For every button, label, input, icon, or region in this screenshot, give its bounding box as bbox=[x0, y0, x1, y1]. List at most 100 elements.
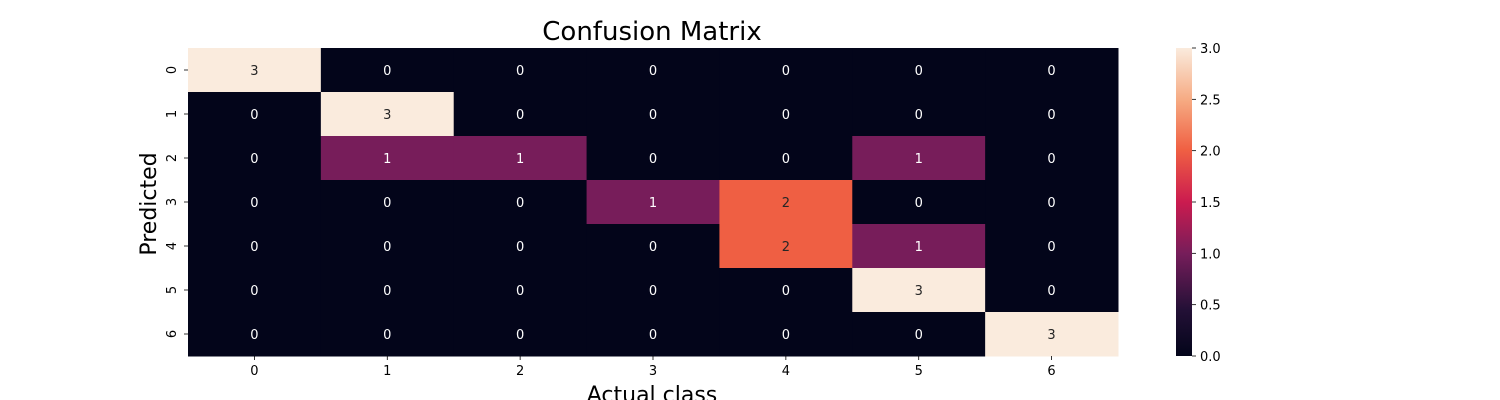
cell-value-label: 1 bbox=[649, 196, 657, 211]
chart-title: Confusion Matrix bbox=[542, 17, 761, 47]
heatmap-cell bbox=[188, 268, 322, 313]
colorbar-tick-label: 0.0 bbox=[1200, 350, 1221, 365]
cell-value-label: 0 bbox=[649, 284, 657, 299]
cell-value-label: 0 bbox=[915, 196, 923, 211]
cell-value-label: 0 bbox=[516, 240, 524, 255]
heatmap-cell bbox=[719, 136, 853, 181]
heatmap-cell bbox=[586, 92, 720, 137]
cell-value-label: 3 bbox=[383, 108, 391, 123]
heatmap-cell bbox=[852, 180, 986, 225]
x-tick-label: 6 bbox=[1047, 364, 1055, 379]
colorbar-gradient bbox=[1176, 48, 1192, 356]
colorbar-tick-label: 0.5 bbox=[1200, 299, 1221, 314]
x-tick-label: 0 bbox=[250, 364, 258, 379]
heatmap-cell bbox=[719, 224, 853, 269]
colorbar-tick-label: 2.5 bbox=[1200, 93, 1221, 108]
colorbar-tick-label: 3.0 bbox=[1200, 42, 1221, 57]
heatmap-cell bbox=[985, 48, 1119, 93]
heatmap-cell bbox=[188, 224, 322, 269]
heatmap-cell bbox=[188, 92, 322, 137]
heatmap-cell bbox=[453, 48, 588, 93]
cell-value-label: 0 bbox=[915, 64, 923, 79]
cell-value-label: 3 bbox=[1047, 328, 1055, 343]
y-tick-label: 0 bbox=[165, 66, 180, 74]
heatmap-cell bbox=[586, 224, 720, 269]
x-tick-label: 1 bbox=[383, 364, 391, 379]
cell-value-label: 0 bbox=[383, 284, 391, 299]
heatmap-cell bbox=[320, 312, 455, 357]
cell-value-label: 1 bbox=[516, 152, 524, 167]
y-axis-ticks: 0 1 2 3 4 5 6 bbox=[165, 66, 188, 338]
cell-value-label: 0 bbox=[516, 196, 524, 211]
cell-value-label: 0 bbox=[383, 196, 391, 211]
y-tick-label: 4 bbox=[165, 242, 180, 250]
cell-value-label: 0 bbox=[782, 108, 790, 123]
heatmap-cell bbox=[586, 268, 720, 313]
cell-value-label: 0 bbox=[250, 196, 258, 211]
y-tick-label: 3 bbox=[165, 198, 180, 206]
heatmap-cells: 3 0 0 0 0 0 0 0 3 0 0 0 0 0 0 1 1 0 0 1 0 0 0 0 1 2 0 0 0 0 0 0 2 1 0 0 0 0 0 0… bbox=[188, 48, 1119, 357]
y-tick-label: 5 bbox=[165, 286, 180, 294]
colorbar-tick-label: 1.0 bbox=[1200, 247, 1221, 262]
heatmap-cell bbox=[453, 136, 588, 181]
heatmap-cell bbox=[320, 268, 455, 313]
cell-value-label: 0 bbox=[915, 328, 923, 343]
x-tick-label: 5 bbox=[915, 364, 923, 379]
heatmap-cell bbox=[852, 136, 986, 181]
cell-value-label: 0 bbox=[250, 240, 258, 255]
heatmap-cell bbox=[320, 136, 455, 181]
heatmap-cell bbox=[188, 48, 322, 93]
cell-value-label: 0 bbox=[1047, 152, 1055, 167]
heatmap-cell bbox=[586, 48, 720, 93]
cell-value-label: 0 bbox=[915, 108, 923, 123]
heatmap-cell bbox=[719, 92, 853, 137]
cell-value-label: 0 bbox=[516, 328, 524, 343]
heatmap-cell bbox=[852, 224, 986, 269]
heatmap-cell bbox=[586, 312, 720, 357]
cell-value-label: 0 bbox=[1047, 108, 1055, 123]
cell-value-label: 0 bbox=[649, 108, 657, 123]
heatmap-cell bbox=[719, 48, 853, 93]
cell-value-label: 0 bbox=[516, 284, 524, 299]
colorbar-tick-label: 1.5 bbox=[1200, 196, 1221, 211]
cell-value-label: 0 bbox=[250, 152, 258, 167]
x-tick-label: 4 bbox=[782, 364, 790, 379]
heatmap-cell bbox=[188, 136, 322, 181]
cell-value-label: 0 bbox=[782, 328, 790, 343]
heatmap-cell bbox=[320, 48, 455, 93]
x-tick-label: 2 bbox=[516, 364, 524, 379]
cell-value-label: 0 bbox=[782, 284, 790, 299]
cell-value-label: 0 bbox=[250, 328, 258, 343]
heatmap-cell bbox=[985, 92, 1119, 137]
cell-value-label: 2 bbox=[782, 196, 790, 211]
cell-value-label: 0 bbox=[516, 108, 524, 123]
y-axis-label: Predicted bbox=[137, 152, 162, 255]
colorbar-tick-label: 2.0 bbox=[1200, 145, 1221, 160]
colorbar: 0.0 0.5 1.0 1.5 2.0 2.5 3.0 bbox=[1176, 42, 1221, 365]
x-axis-ticks: 0 1 2 3 4 5 6 bbox=[250, 356, 1056, 379]
heatmap-cell bbox=[320, 180, 455, 225]
cell-value-label: 2 bbox=[782, 240, 790, 255]
cell-value-label: 0 bbox=[383, 240, 391, 255]
heatmap-cell bbox=[985, 268, 1119, 313]
heatmap-cell bbox=[852, 48, 986, 93]
heatmap-cell bbox=[453, 180, 588, 225]
cell-value-label: 0 bbox=[782, 152, 790, 167]
heatmap-cell bbox=[320, 224, 455, 269]
heatmap-cell bbox=[852, 312, 986, 357]
cell-value-label: 0 bbox=[1047, 64, 1055, 79]
heatmap-cell bbox=[453, 224, 588, 269]
heatmap-cell bbox=[188, 180, 322, 225]
heatmap-cell bbox=[719, 268, 853, 313]
heatmap-cell bbox=[453, 312, 588, 357]
cell-value-label: 1 bbox=[383, 152, 391, 167]
cell-value-label: 0 bbox=[383, 64, 391, 79]
cell-value-label: 0 bbox=[782, 64, 790, 79]
heatmap-cell bbox=[453, 268, 588, 313]
cell-value-label: 0 bbox=[1047, 196, 1055, 211]
cell-value-label: 0 bbox=[649, 64, 657, 79]
cell-value-label: 1 bbox=[915, 152, 923, 167]
heatmap-cell bbox=[719, 312, 853, 357]
x-axis-label: Actual class bbox=[587, 383, 718, 400]
